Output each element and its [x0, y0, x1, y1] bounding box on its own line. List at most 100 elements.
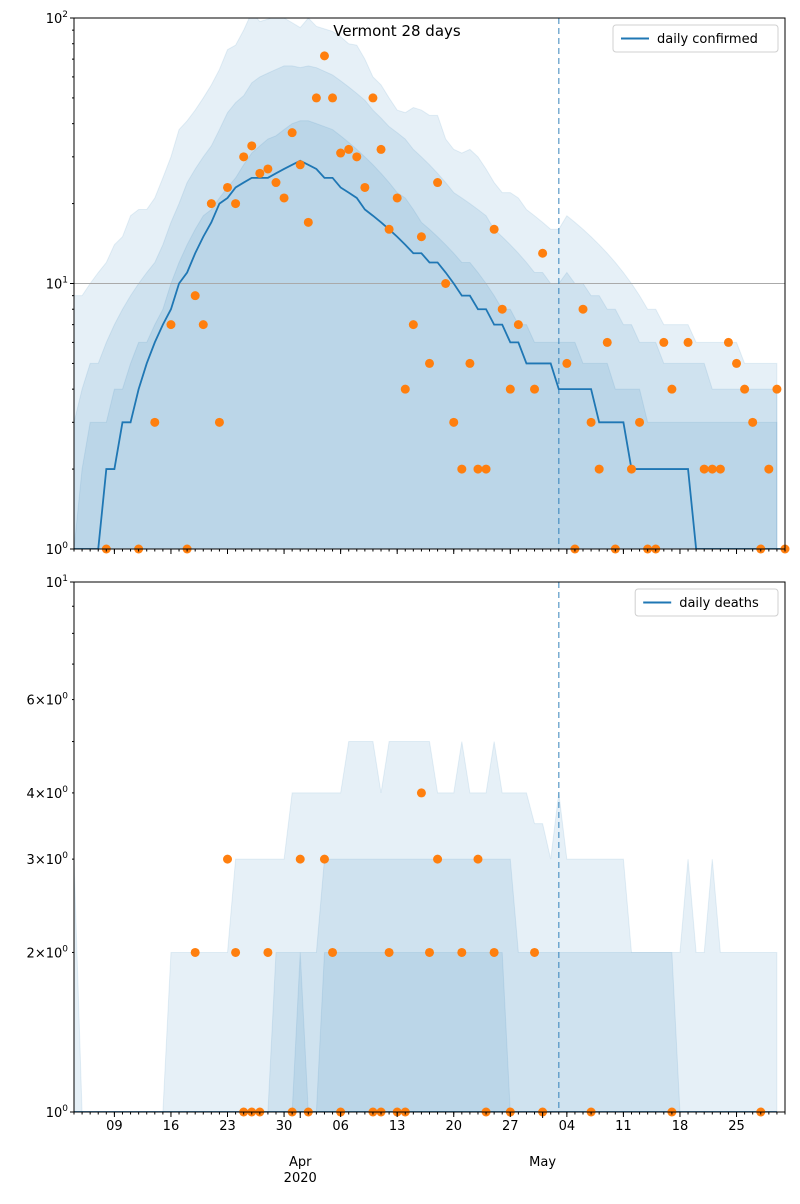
- data-point: [231, 947, 241, 957]
- data-point: [400, 384, 410, 394]
- data-point: [626, 464, 636, 474]
- data-point: [740, 384, 750, 394]
- y-tick-label: 100: [46, 541, 69, 558]
- data-point: [465, 358, 475, 368]
- data-point: [497, 304, 507, 314]
- y-tick-label: 100: [46, 1104, 69, 1121]
- x-tick-label: 20: [445, 1119, 462, 1134]
- x-tick-label: 16: [163, 1119, 180, 1134]
- data-point: [384, 224, 394, 234]
- data-point: [683, 337, 693, 347]
- data-point: [392, 193, 402, 203]
- data-point: [255, 168, 265, 178]
- data-point: [723, 337, 733, 347]
- data-point: [198, 320, 208, 330]
- x-tick-label: 13: [389, 1119, 406, 1134]
- y-tick-label: 3×100: [27, 851, 69, 868]
- x-tick-label: 25: [728, 1119, 745, 1134]
- data-point: [319, 51, 329, 61]
- confidence-band-1: [74, 741, 778, 1112]
- data-point: [247, 141, 257, 151]
- data-point: [223, 854, 233, 864]
- data-point: [707, 464, 717, 474]
- data-point: [732, 358, 742, 368]
- chart-title: Vermont 28 days: [333, 22, 461, 40]
- data-point: [667, 384, 677, 394]
- x-year-label: 2020: [284, 1171, 317, 1186]
- data-point: [433, 178, 443, 188]
- plot-area: [74, 18, 785, 549]
- data-point: [530, 947, 540, 957]
- data-point: [287, 128, 297, 138]
- data-point: [150, 417, 160, 427]
- data-point: [562, 358, 572, 368]
- data-point: [303, 217, 313, 227]
- data-point: [699, 464, 709, 474]
- data-point: [223, 182, 233, 192]
- data-point: [764, 464, 774, 474]
- data-point: [489, 224, 499, 234]
- legend-label: daily deaths: [679, 596, 759, 611]
- data-point: [457, 464, 467, 474]
- data-point: [214, 417, 224, 427]
- data-point: [206, 199, 216, 209]
- data-point: [425, 358, 434, 368]
- data-point: [263, 164, 273, 174]
- confidence-band-2: [74, 65, 778, 549]
- x-tick-label: 23: [219, 1119, 236, 1134]
- data-point: [594, 464, 604, 474]
- data-point: [481, 464, 491, 474]
- data-point: [279, 193, 289, 203]
- plot-area: [74, 741, 778, 1112]
- x-month-label: May: [529, 1155, 556, 1170]
- data-point: [408, 320, 418, 330]
- data-point: [489, 947, 499, 957]
- y-tick-label: 2×100: [27, 944, 69, 961]
- data-point: [748, 417, 758, 427]
- panel-bottom: 100 101 2×100 3×100 4×100 6×100 09 16 23 30 06 13 20…: [27, 574, 786, 1186]
- y-tick-label: 101: [46, 276, 68, 293]
- data-point: [271, 178, 281, 188]
- data-point: [328, 93, 338, 103]
- x-tick-label: 06: [332, 1119, 349, 1134]
- data-point: [513, 320, 523, 330]
- data-point: [360, 182, 370, 192]
- data-point: [425, 947, 434, 957]
- data-point: [441, 279, 451, 288]
- data-point: [457, 947, 467, 957]
- data-point: [239, 152, 249, 162]
- data-point: [231, 199, 241, 209]
- y-tick-label: 102: [46, 10, 68, 27]
- data-point: [505, 384, 515, 394]
- data-point: [295, 160, 305, 170]
- data-point: [352, 152, 362, 162]
- x-tick-label: 18: [672, 1119, 689, 1134]
- data-point: [384, 947, 394, 957]
- data-point: [578, 304, 588, 314]
- confidence-band-3: [74, 120, 778, 549]
- x-tick-label: 30: [276, 1119, 293, 1134]
- median-line: [74, 159, 785, 549]
- data-point: [772, 384, 782, 394]
- data-point: [190, 291, 200, 301]
- data-point: [190, 947, 200, 957]
- x-tick-label: 11: [615, 1119, 632, 1134]
- data-point: [473, 854, 483, 864]
- data-point: [602, 337, 612, 347]
- x-tick-label: 09: [106, 1119, 123, 1134]
- confidence-band-3: [74, 951, 777, 1112]
- data-point: [659, 337, 669, 347]
- data-point: [336, 148, 346, 158]
- data-point: [295, 854, 305, 864]
- data-point: [263, 947, 273, 957]
- data-point: [328, 947, 338, 957]
- data-point: [635, 417, 645, 427]
- panel-top: 100 101 102 Vermont 28 days daily confirmed: [46, 10, 790, 558]
- data-point: [449, 417, 459, 427]
- y-tick-label: 4×100: [27, 785, 69, 802]
- x-tick-label: 27: [502, 1119, 519, 1134]
- data-point: [376, 144, 386, 154]
- data-point: [311, 93, 321, 103]
